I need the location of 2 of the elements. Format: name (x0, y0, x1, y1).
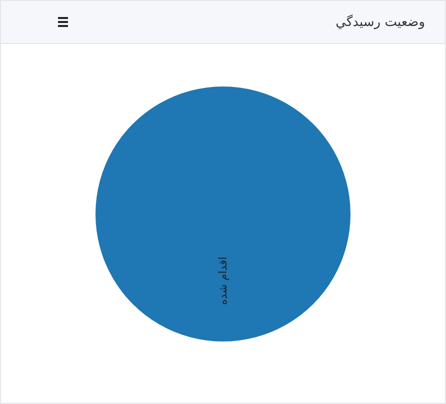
slice-label: اقدام شده (216, 256, 230, 305)
text: وضعيت رسيدگي (336, 14, 425, 30)
